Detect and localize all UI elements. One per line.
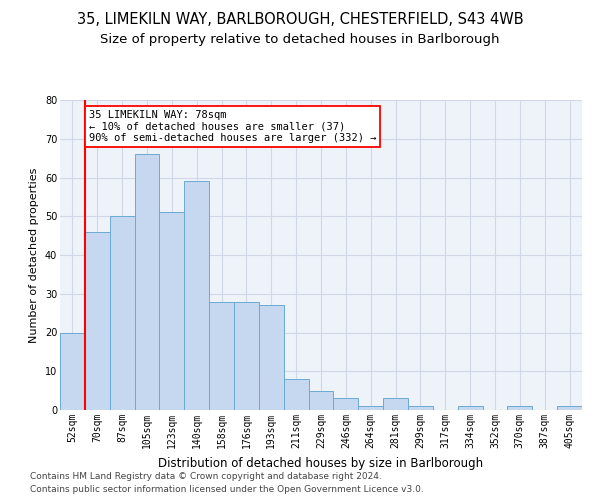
Bar: [259, 306, 284, 410]
Bar: [408, 406, 433, 410]
Bar: [234, 302, 259, 410]
Bar: [209, 302, 234, 410]
Bar: [557, 406, 582, 410]
Bar: [284, 379, 308, 410]
Bar: [383, 398, 408, 410]
Text: Contains HM Land Registry data © Crown copyright and database right 2024.: Contains HM Land Registry data © Crown c…: [30, 472, 382, 481]
Text: Contains public sector information licensed under the Open Government Licence v3: Contains public sector information licen…: [30, 485, 424, 494]
Bar: [308, 390, 334, 410]
Bar: [110, 216, 134, 410]
Text: Size of property relative to detached houses in Barlborough: Size of property relative to detached ho…: [100, 32, 500, 46]
Bar: [458, 406, 482, 410]
Bar: [134, 154, 160, 410]
Bar: [160, 212, 184, 410]
Bar: [334, 398, 358, 410]
Text: Distribution of detached houses by size in Barlborough: Distribution of detached houses by size …: [158, 458, 484, 470]
Bar: [60, 332, 85, 410]
Bar: [184, 182, 209, 410]
Y-axis label: Number of detached properties: Number of detached properties: [29, 168, 39, 342]
Text: 35, LIMEKILN WAY, BARLBOROUGH, CHESTERFIELD, S43 4WB: 35, LIMEKILN WAY, BARLBOROUGH, CHESTERFI…: [77, 12, 523, 28]
Bar: [358, 406, 383, 410]
Text: 35 LIMEKILN WAY: 78sqm
← 10% of detached houses are smaller (37)
90% of semi-det: 35 LIMEKILN WAY: 78sqm ← 10% of detached…: [89, 110, 376, 143]
Bar: [85, 232, 110, 410]
Bar: [508, 406, 532, 410]
